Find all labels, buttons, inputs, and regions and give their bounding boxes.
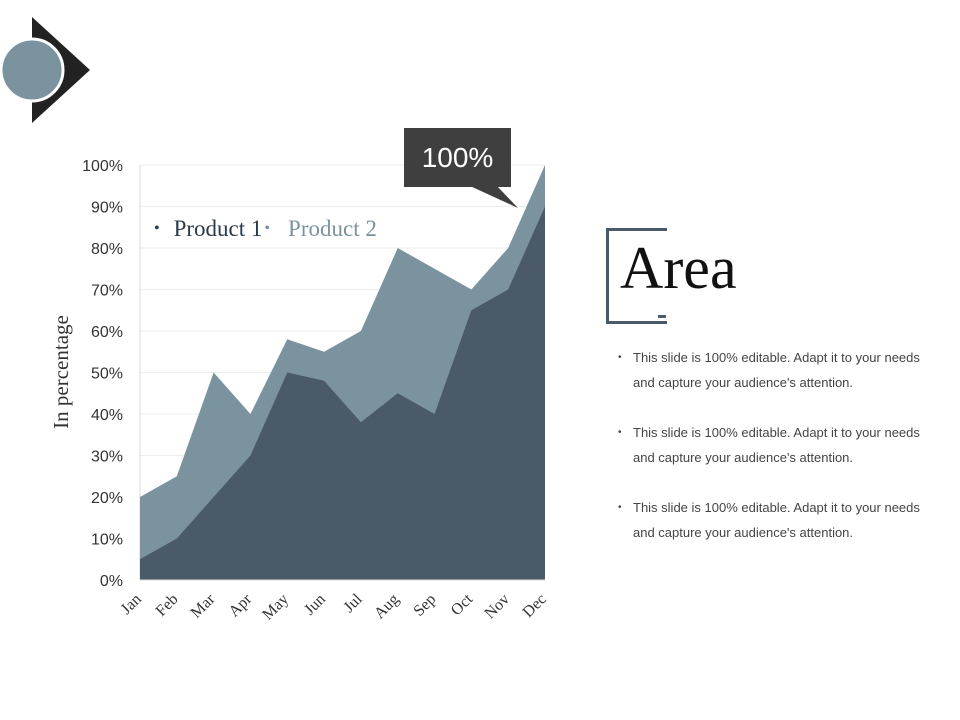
y-tick-label: 0% <box>100 573 123 590</box>
bullet-dot: • <box>618 502 622 513</box>
y-tick-label: 80% <box>91 241 123 258</box>
bullet-dot: • <box>618 427 622 438</box>
bullet-item: • This slide is 100% editable. Adapt it … <box>618 420 938 470</box>
y-tick-label: 40% <box>91 407 123 424</box>
y-tick-label: 30% <box>91 449 123 466</box>
y-tick-label: 90% <box>91 200 123 217</box>
area-series-1 <box>140 206 545 580</box>
y-axis-label: In percentage <box>49 315 73 429</box>
title-bracket-top <box>658 228 666 231</box>
x-tick-label: Nov <box>481 591 513 623</box>
title-bracket <box>606 228 667 324</box>
bullet-list: • This slide is 100% editable. Adapt it … <box>618 345 938 570</box>
title-bracket-bottom <box>658 315 666 318</box>
bullet-dot: • <box>618 352 622 363</box>
chart-legend: • Product 1 • Product 2 <box>154 216 377 242</box>
legend-bullet: • <box>264 220 271 237</box>
slide-title: Area <box>620 235 737 301</box>
x-tick-label: Jan <box>118 591 145 618</box>
x-tick-label: May <box>259 591 292 624</box>
bullet-item: • This slide is 100% editable. Adapt it … <box>618 495 938 545</box>
x-tick-label: Apr <box>226 590 256 620</box>
bullet-text: This slide is 100% editable. Adapt it to… <box>633 500 920 540</box>
y-tick-label: 20% <box>91 490 123 507</box>
y-tick-label: 60% <box>91 324 123 341</box>
bullet-item: • This slide is 100% editable. Adapt it … <box>618 345 938 395</box>
x-tick-label: Mar <box>188 590 219 621</box>
x-tick-label: Jul <box>341 590 367 616</box>
x-tick-label: Oct <box>448 590 477 619</box>
legend-item-product-2: • Product 2 <box>264 216 376 242</box>
x-tick-label: Jun <box>301 591 329 619</box>
bullet-text: This slide is 100% editable. Adapt it to… <box>633 425 920 465</box>
circle-arrow-icon <box>0 17 90 123</box>
y-tick-label: 100% <box>82 158 123 175</box>
x-tick-label: Aug <box>371 591 403 623</box>
legend-label: Product 2 <box>288 216 377 241</box>
legend-item-product-1: • Product 1 <box>154 216 262 242</box>
legend-bullet: • <box>154 220 160 237</box>
y-tick-label: 70% <box>91 283 123 300</box>
x-tick-label: Sep <box>410 591 439 620</box>
peak-callout: 100% <box>404 128 511 187</box>
y-tick-label: 50% <box>91 366 123 383</box>
area-chart: 0%10%20%30%40%50%60%70%80%90%100%Jan Feb M… <box>49 158 550 624</box>
x-tick-label: Feb <box>153 591 182 620</box>
y-tick-label: 10% <box>91 532 123 549</box>
logo-circle <box>0 37 65 103</box>
x-tick-label: Dec <box>520 591 550 621</box>
legend-label: Product 1 <box>173 216 263 241</box>
bullet-text: This slide is 100% editable. Adapt it to… <box>633 350 920 390</box>
